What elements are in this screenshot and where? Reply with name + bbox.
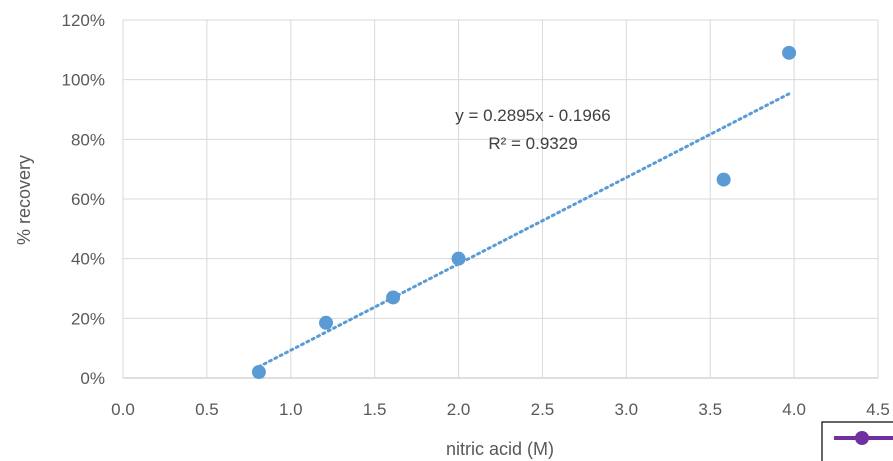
y-tick-label: 60% (71, 190, 105, 209)
x-tick-label: 4.5 (866, 400, 890, 419)
data-point (716, 172, 731, 187)
trendline-r-squared: R² = 0.9329 (488, 134, 577, 153)
data-point (451, 251, 466, 266)
x-tick-label: 4.0 (782, 400, 806, 419)
x-tick-labels: 0.0 0.5 1.0 1.5 2.0 2.5 3.0 3.5 4.0 4.5 (111, 400, 890, 419)
data-points (251, 45, 797, 380)
y-tick-label: 120% (62, 11, 105, 30)
y-tick-label: 100% (62, 71, 105, 90)
trendline-equation: y = 0.2895x - 0.1966 (455, 106, 610, 125)
data-point (386, 290, 401, 305)
y-tick-label: 0% (80, 369, 105, 388)
x-axis-label: nitric acid (M) (446, 439, 554, 459)
y-tick-labels: 0% 20% 40% 60% 80% 100% 120% (62, 11, 105, 388)
y-tick-label: 20% (71, 309, 105, 328)
data-point (782, 45, 797, 60)
gridlines (122, 19, 879, 379)
data-point (251, 365, 266, 380)
trendline (257, 92, 791, 369)
x-tick-label: 1.5 (363, 400, 387, 419)
x-tick-label: 2.5 (531, 400, 555, 419)
x-tick-label: 2.0 (447, 400, 471, 419)
data-point (319, 315, 334, 330)
y-tick-label: 80% (71, 130, 105, 149)
x-tick-label: 1.0 (279, 400, 303, 419)
x-tick-label: 3.5 (698, 400, 722, 419)
y-tick-label: 40% (71, 250, 105, 269)
y-axis-label: % recovery (14, 155, 34, 245)
x-tick-label: 3.0 (615, 400, 639, 419)
legend-marker-swatch (855, 431, 869, 445)
legend-fragment (821, 421, 893, 461)
x-tick-label: 0.0 (111, 400, 135, 419)
x-tick-label: 0.5 (195, 400, 219, 419)
